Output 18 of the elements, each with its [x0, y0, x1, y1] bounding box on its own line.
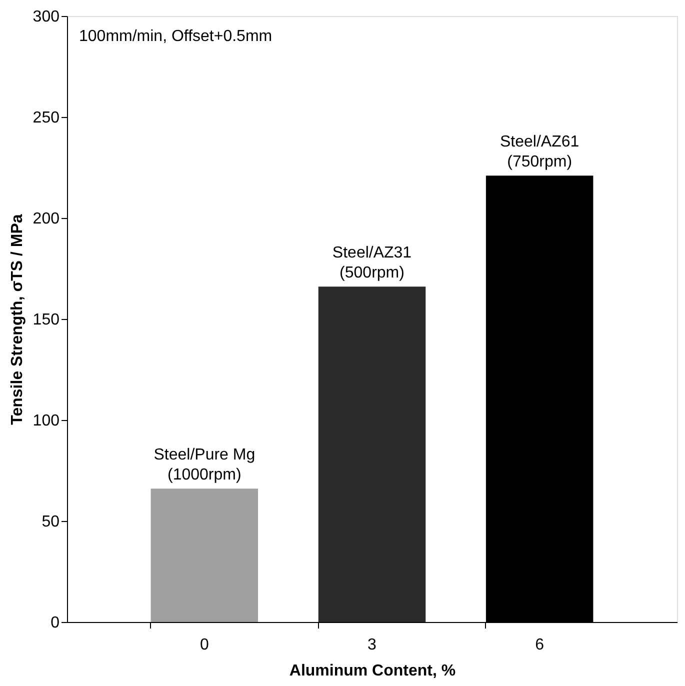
y-axis-title: Tensile Strength, σTS / MPa: [8, 214, 26, 425]
y-tick-label: 250: [32, 110, 60, 126]
annotation: Steel/AZ61 (750rpm): [500, 134, 580, 171]
bar: [150, 488, 258, 622]
x-tick-label: 6: [535, 636, 544, 654]
x-tick-label: 3: [368, 636, 377, 654]
annotation: 100mm/min, Offset+0.5mm: [79, 28, 272, 45]
annotation: Steel/Pure Mg (1000rpm): [154, 446, 256, 484]
x-axis-title: Aluminum Content, %: [289, 662, 456, 680]
y-tick-label: 300: [32, 8, 60, 26]
y-tick-label: 50: [42, 514, 60, 530]
y-tick-label: 100: [32, 412, 60, 430]
y-tick-label: 0: [50, 614, 60, 632]
annotation: Steel/AZ31 (500rpm): [332, 244, 412, 282]
y-tick-label: 200: [32, 210, 60, 228]
x-tick-label: 0: [200, 636, 209, 654]
bar: [318, 286, 426, 622]
y-tick-label: 150: [32, 312, 60, 328]
